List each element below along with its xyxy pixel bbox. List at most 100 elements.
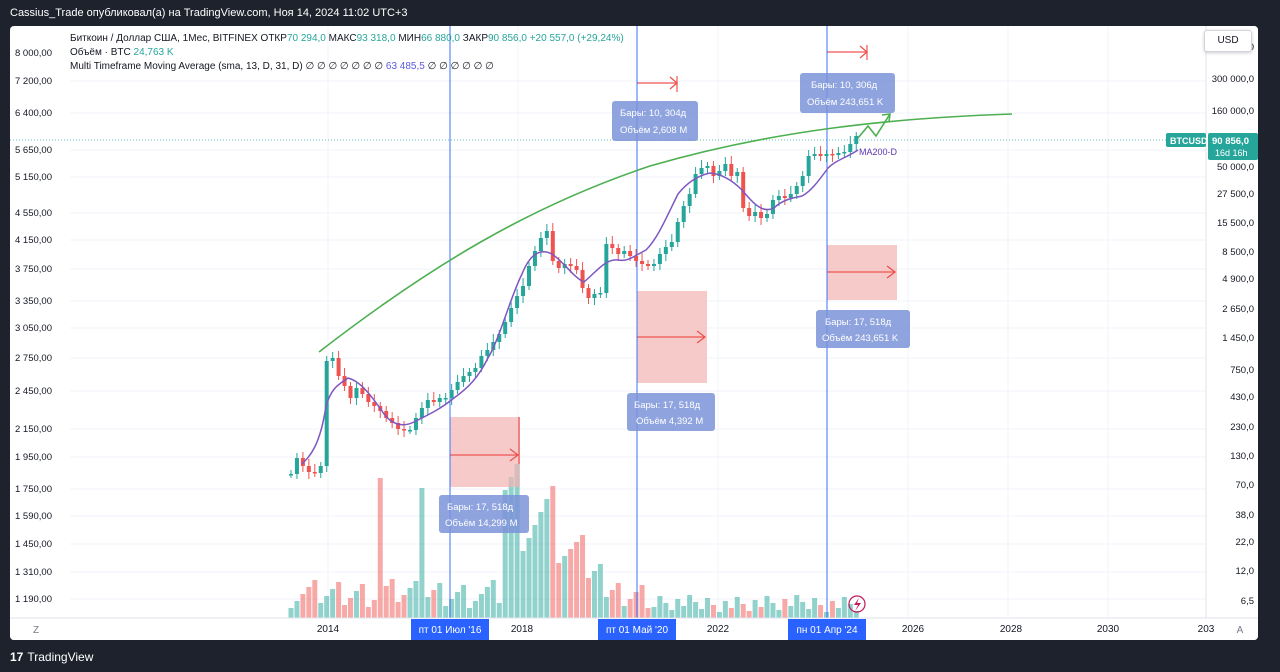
auto-scale-a-button[interactable]: A <box>1237 625 1244 636</box>
right-axis-label: 230,0 <box>1230 422 1254 433</box>
legend-symbol[interactable]: Биткоин / Доллар США, 1Мес, BITFINEX <box>70 33 258 44</box>
candlesticks[interactable] <box>289 132 859 479</box>
right-axis-label: 27 500,0 <box>1217 189 1254 200</box>
chart-canvas[interactable]: MA200-D Бары: 17, 518д Объём 14,299 M Ба… <box>10 26 1258 640</box>
volume-bar <box>538 512 544 618</box>
volume-bar <box>847 604 853 618</box>
legend-row-symbol: Биткоин / Доллар США, 1Мес, BITFINEX ОТК… <box>70 32 624 46</box>
volume-bar <box>562 556 568 618</box>
volume-bar <box>294 601 300 618</box>
time-axis-highlight-label: пн 01 Апр '24 <box>796 625 858 636</box>
volume-bar <box>407 588 413 618</box>
time-axis-year: 2022 <box>707 624 730 635</box>
candle-body <box>824 154 829 156</box>
legend-ma-dots-1: ∅ ∅ ∅ ∅ ∅ ∅ ∅ <box>305 61 384 72</box>
lightning-icon[interactable] <box>848 595 866 613</box>
currency-button[interactable]: USD <box>1204 30 1252 52</box>
candle-body <box>640 261 645 264</box>
left-price-axis[interactable]: 8 000,00 7 200,00 6 400,00 5 650,00 5 150,00… <box>15 48 52 605</box>
candle-body <box>455 382 460 390</box>
time-axis[interactable]: 2014 2018 2022 2026 2028 2030 203 пт 01 Июл '16… <box>33 619 1244 640</box>
candle-body <box>818 154 823 156</box>
legend-high-value: 93 318,0 <box>356 33 396 44</box>
range-box-1[interactable] <box>450 417 520 487</box>
right-axis-label: 22,0 <box>1236 537 1255 548</box>
volume-bar <box>752 600 758 618</box>
volume-bar <box>800 602 806 618</box>
left-axis-label: 2 750,00 <box>15 353 52 364</box>
auto-scale-z-button[interactable]: Z <box>33 625 39 636</box>
label-box-4 <box>816 310 910 348</box>
candle-body <box>372 402 377 406</box>
legend-open-value: 70 294,0 <box>286 33 326 44</box>
right-axis-label: 70,0 <box>1236 480 1255 491</box>
volume-bar <box>461 585 467 618</box>
candle-body <box>842 152 847 154</box>
candle-body <box>384 411 389 418</box>
volume-bar <box>633 592 639 618</box>
left-axis-label: 2 450,00 <box>15 386 52 397</box>
volume-bar <box>764 596 770 618</box>
candle-body <box>300 458 305 466</box>
tradingview-logo[interactable]: 17 TradingView <box>10 650 93 664</box>
volume-bar <box>818 605 824 618</box>
volume-bar <box>734 597 740 618</box>
volume-bar <box>687 595 693 618</box>
right-axis-label: 50 000,0 <box>1217 162 1254 173</box>
annotation-boxes[interactable] <box>450 45 897 487</box>
right-axis-label: 6,5 <box>1241 596 1254 607</box>
volume-bar <box>437 583 443 618</box>
candle-body <box>604 244 609 293</box>
right-axis-label: 1 450,0 <box>1222 333 1254 344</box>
volume-bar <box>776 610 782 618</box>
volume-bar <box>472 601 478 618</box>
time-axis-year: 2030 <box>1097 624 1120 635</box>
legend-open-label: ОТКР <box>260 33 287 44</box>
candle-body <box>693 174 698 194</box>
legend-row-ma: Multi Timeframe Moving Average (sma, 13,… <box>70 60 624 74</box>
volume-bar <box>782 599 788 618</box>
candle-body <box>461 376 466 382</box>
volume-bar <box>693 602 699 618</box>
time-axis-highlight <box>411 619 489 640</box>
left-axis-label: 7 200,00 <box>15 76 52 87</box>
candle-body <box>669 242 674 247</box>
chart-area[interactable]: MA200-D Бары: 17, 518д Объём 14,299 M Ба… <box>10 26 1258 640</box>
volume-bar <box>502 490 508 618</box>
price-tag-value: 90 856,0 <box>1212 136 1249 147</box>
candle-body <box>443 398 448 400</box>
left-axis-label: 4 550,00 <box>15 208 52 219</box>
right-axis-label: 8 500,0 <box>1222 247 1254 258</box>
volume-bar <box>330 589 336 618</box>
label-box-2-volume: Объём 4,392 M <box>636 416 703 427</box>
right-axis-label: 4 900,0 <box>1222 274 1254 285</box>
candle-body <box>717 171 722 176</box>
legend-volume-label[interactable]: Объём · BTC <box>70 47 131 58</box>
right-axis-label: 160 000,0 <box>1212 106 1254 117</box>
legend-close-label: ЗАКР <box>462 33 488 44</box>
projection-arrow[interactable] <box>857 113 891 139</box>
time-axis-year: 203 <box>1198 624 1215 635</box>
volume-bar <box>520 551 526 618</box>
growth-curve[interactable] <box>318 113 1013 353</box>
left-axis-label: 4 150,00 <box>15 235 52 246</box>
moving-average-line[interactable] <box>301 149 859 465</box>
label-box-4-volume: Объём 243,651 K <box>822 333 899 344</box>
volume-bar <box>645 608 651 618</box>
left-axis-label: 3 050,00 <box>15 323 52 334</box>
volume-bar <box>348 598 353 618</box>
legend-ma-label[interactable]: Multi Timeframe Moving Average (sma, 13,… <box>70 61 303 72</box>
left-axis-label: 1 950,00 <box>15 452 52 463</box>
candle-body <box>408 430 412 432</box>
volume-bar <box>597 564 603 618</box>
candle-body <box>812 154 817 156</box>
annotation-labels: Бары: 17, 518д Объём 14,299 M Бары: 17, … <box>439 73 910 533</box>
label-box-2-bars: Бары: 17, 518д <box>634 400 701 411</box>
legend-low-label: МИН <box>398 33 422 44</box>
candle-body <box>735 172 740 176</box>
left-axis-label: 1 450,00 <box>15 539 52 550</box>
label-box-3-volume: Объём 2,608 M <box>620 125 687 136</box>
legend-change: +20 557,0 (+29,24%) <box>529 33 624 44</box>
time-axis-highlight-label: пт 01 Май '20 <box>606 625 669 636</box>
volume-bar <box>490 580 496 618</box>
